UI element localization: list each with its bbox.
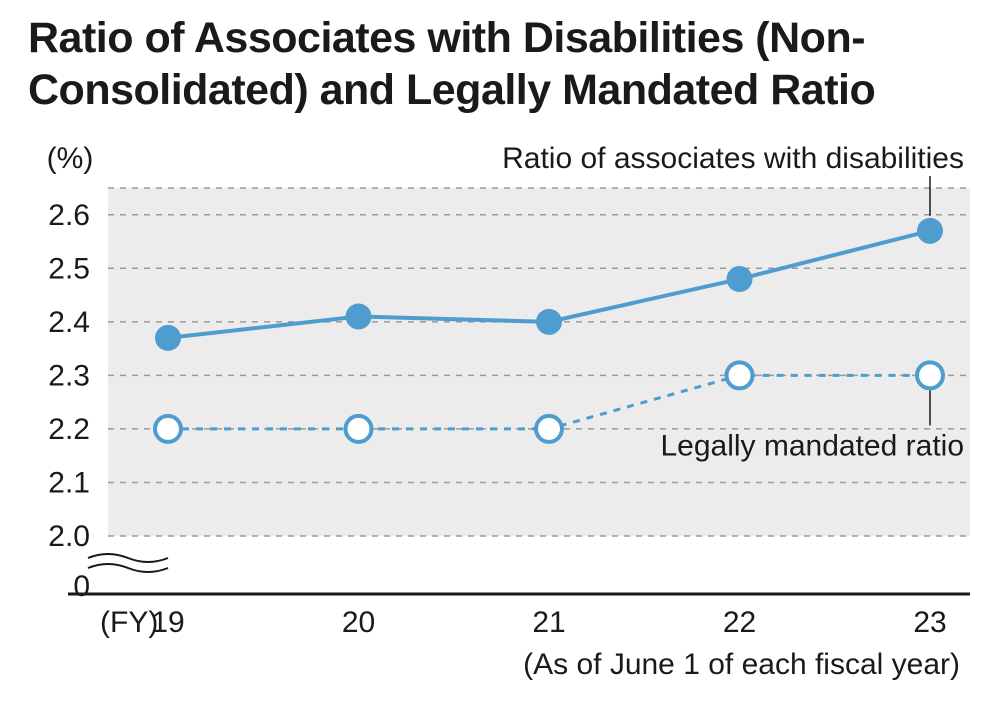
- series1-label: Ratio of associates with disabilities: [502, 142, 964, 175]
- marker-legally-mandated: [536, 416, 562, 442]
- marker-legally-mandated: [346, 416, 372, 442]
- y-zero-label: 0: [73, 570, 90, 603]
- chart-container: 2.0 2.1 2.2 2.3 2.4 2.5 2.6 (%) 0 (FY)19 20 21 22 23 (…: [0, 130, 1000, 706]
- y-tick-label: 2.4: [48, 306, 90, 339]
- marker-associates-ratio: [346, 303, 372, 329]
- series2-label: Legally mandated ratio: [660, 429, 964, 462]
- x-tick-label: 19: [151, 606, 184, 639]
- marker-associates-ratio: [155, 325, 181, 351]
- y-tick-label: 2.6: [48, 199, 90, 232]
- x-caption: (As of June 1 of each fiscal year): [523, 648, 960, 681]
- line-chart: 2.0 2.1 2.2 2.3 2.4 2.5 2.6 (%) 0 (FY)19 20 21 22 23 (…: [0, 130, 1000, 706]
- x-tick-label: 23: [913, 606, 946, 639]
- y-tick-label: 2.5: [48, 252, 90, 285]
- marker-legally-mandated: [155, 416, 181, 442]
- x-tick-label: 22: [723, 606, 756, 639]
- marker-associates-ratio: [727, 266, 753, 292]
- marker-legally-mandated: [727, 362, 753, 388]
- y-tick-label: 2.3: [48, 359, 90, 392]
- y-tick-label: 2.0: [48, 520, 90, 553]
- x-prefix: (FY): [100, 606, 158, 639]
- y-tick-label: 2.2: [48, 413, 90, 446]
- marker-associates-ratio: [536, 309, 562, 335]
- x-tick-label: 21: [532, 606, 565, 639]
- chart-title: Ratio of Associates with Disabilities (N…: [28, 12, 980, 117]
- marker-legally-mandated: [917, 362, 943, 388]
- y-tick-label: 2.1: [48, 466, 90, 499]
- y-unit-label: (%): [47, 142, 94, 175]
- marker-associates-ratio: [917, 218, 943, 244]
- x-tick-label: 20: [342, 606, 375, 639]
